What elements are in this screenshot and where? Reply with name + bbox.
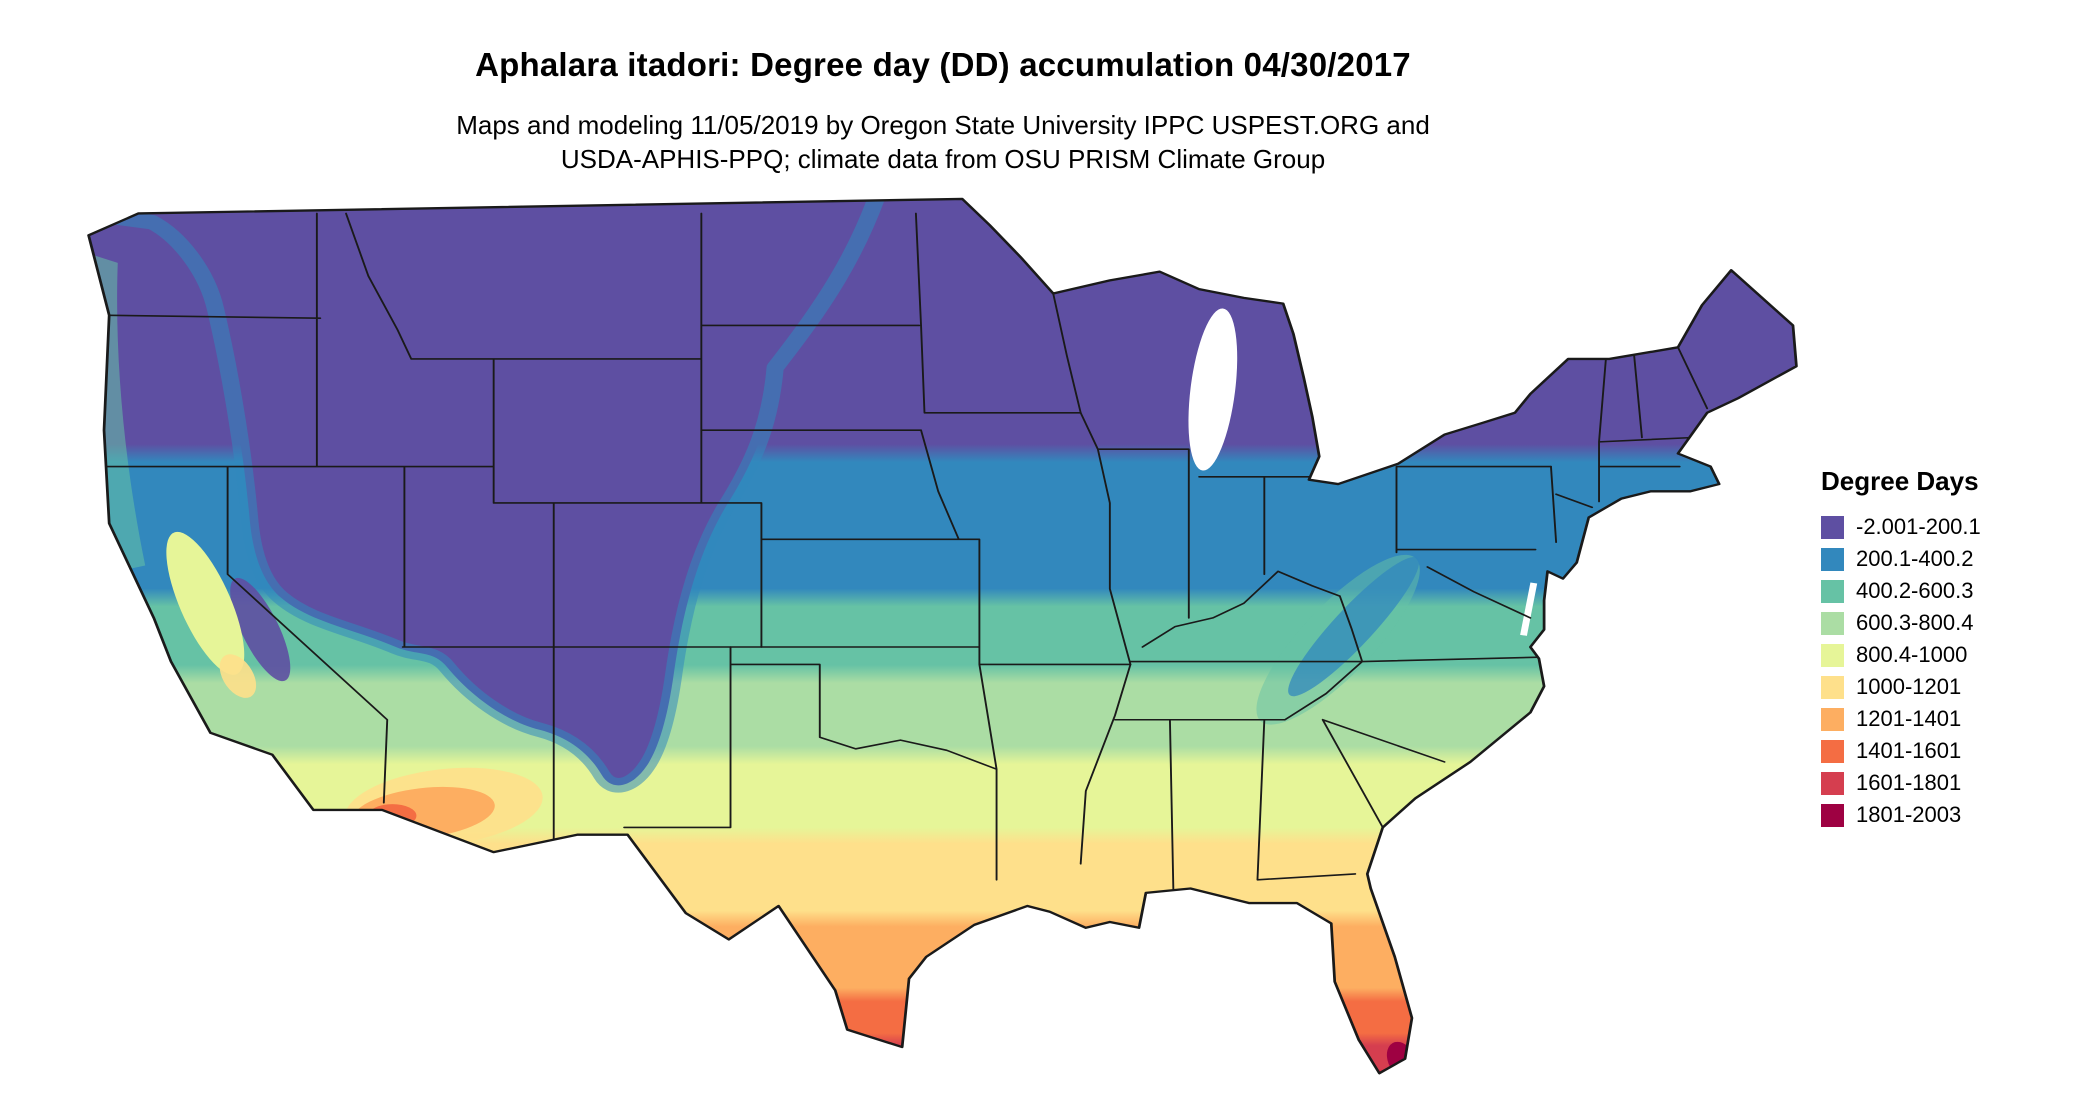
legend-label: 1801-2003 [1856,802,1962,827]
legend-row: 1401-1601 [1821,735,1981,767]
legend-label: 200.1-400.2 [1856,546,1974,571]
legend-swatch [1821,547,1844,571]
legend-row: 800.4-1000 [1821,639,1981,671]
legend-swatch [1821,611,1844,635]
western-highlands-cold-region [88,198,896,793]
legend-row: 1601-1801 [1821,767,1981,799]
legend-row: 1201-1401 [1821,703,1981,735]
legend-row: 600.3-800.4 [1821,607,1981,639]
map-subtitle-line2: USDA-APHIS-PPQ; climate data from OSU PR… [560,144,1326,175]
legend-label: -2.001-200.1 [1856,514,1981,539]
legend-swatch [1821,643,1844,667]
legend-label: 600.3-800.4 [1856,610,1974,635]
legend-row: 1000-1201 [1821,671,1981,703]
legend-label: 1601-1801 [1856,770,1962,795]
lake-michigan [1188,308,1238,471]
sierra-nevada-cold-patch [230,577,291,682]
map-title: Aphalara itadori: Degree day (DD) accumu… [475,46,1411,83]
legend-label: 1401-1601 [1856,738,1962,763]
legend-label: 1000-1201 [1856,674,1962,699]
chesapeake-bay [1520,582,1538,636]
central-valley-warm-patch [166,531,245,675]
legend-label: 800.4-1000 [1856,642,1968,667]
legend: Degree Days -2.001-200.1 200.1-400.2 400… [1821,466,1981,831]
legend-swatch [1821,579,1844,603]
legend-label: 1201-1401 [1856,706,1962,731]
legend-title: Degree Days [1821,466,1979,496]
legend-row: 200.1-400.2 [1821,543,1981,575]
legend-swatch [1821,707,1844,731]
map-contiguous-united-states [87,197,1798,1075]
south-texas-max-dd-spot [872,1045,911,1069]
state-borders [103,212,1709,891]
legend-row: -2.001-200.1 [1821,511,1981,543]
legend-swatch [1821,739,1844,763]
legend-label: 400.2-600.3 [1856,578,1974,603]
map-subtitle: Maps and modeling 11/05/2019 by Oregon S… [0,108,1886,177]
san-joaquin-warm-spot [219,654,257,698]
yuma-hot-spot [368,804,417,828]
legend-swatch [1821,675,1844,699]
legend-row: 1801-2003 [1821,799,1981,831]
legend-swatch [1821,771,1844,795]
degree-day-raster [88,198,1797,1074]
map-subtitle-line1: Maps and modeling 11/05/2019 by Oregon S… [456,110,1430,140]
legend-swatch [1821,515,1844,539]
figure-header: Aphalara itadori: Degree day (DD) accumu… [0,0,1886,177]
legend-swatch [1821,803,1844,827]
legend-row: 400.2-600.3 [1821,575,1981,607]
